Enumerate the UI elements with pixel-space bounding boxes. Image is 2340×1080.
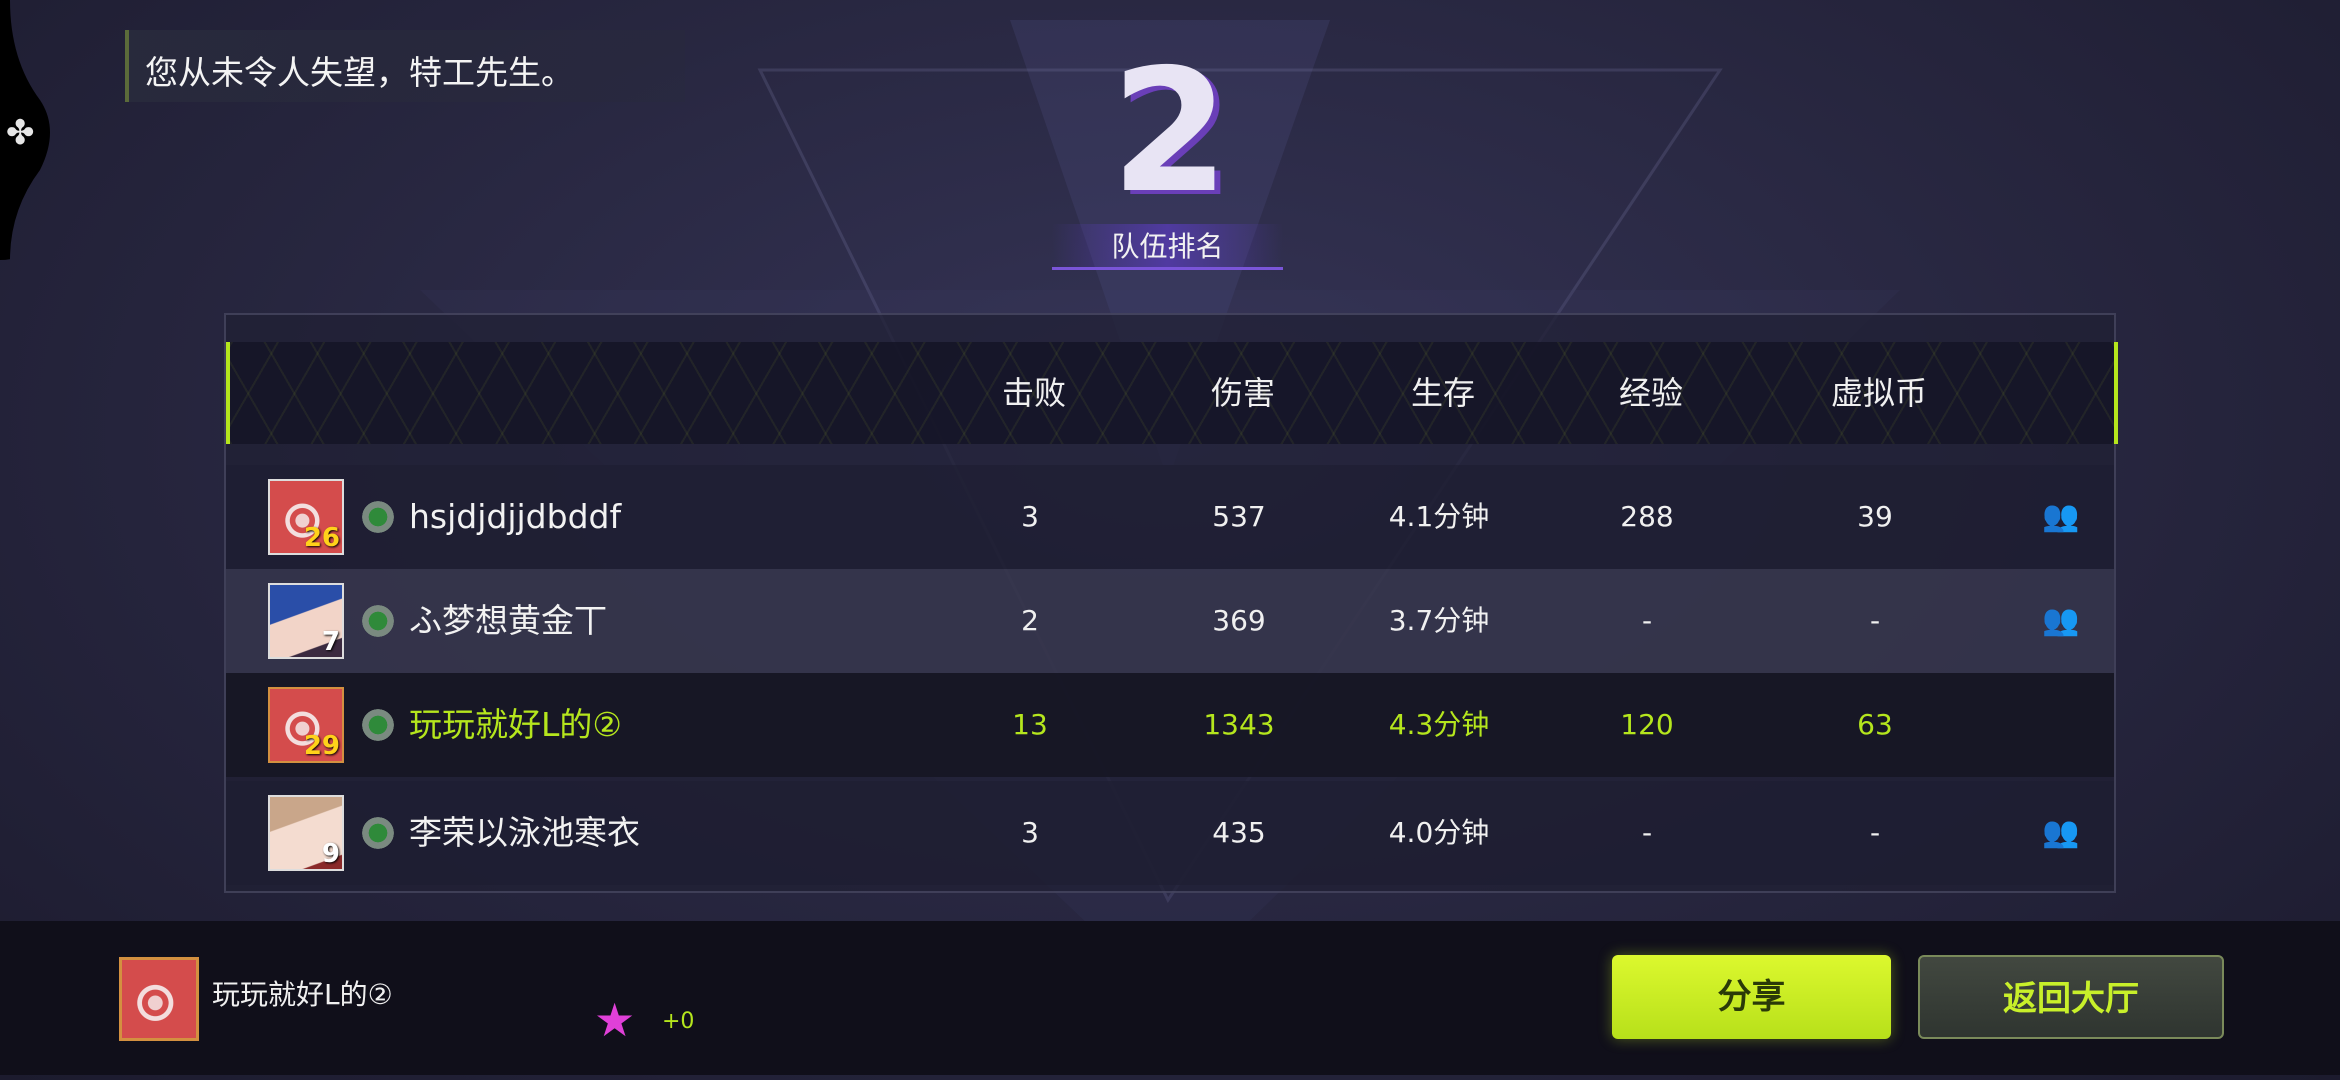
col-kills: 击败: [1001, 374, 1066, 412]
cell-kills: 13: [1012, 708, 1048, 741]
scoreboard-panel: 击败 伤害 生存 经验 虚拟币 26 hsjdjdjjdbddf 3 537 4.1分…: [224, 313, 2118, 893]
cell-survival: 4.1分钟: [1388, 500, 1490, 533]
team-rank-label: 队伍排名: [1052, 224, 1283, 270]
table-row: 26 hsjdjdjjdbddf 3 537 4.1分钟 288 39 👥: [226, 465, 2114, 569]
table-header: 击败 伤害 生存 经验 虚拟币: [226, 342, 2118, 444]
rank-badge-icon: [360, 602, 396, 640]
player-name: 李荣以泳池寒衣: [409, 813, 640, 852]
cell-damage: 1343: [1203, 708, 1275, 741]
col-survival: 生存: [1410, 374, 1475, 412]
col-damage: 伤害: [1210, 374, 1275, 412]
player-level: 26: [303, 523, 340, 553]
cell-coins: -: [1869, 816, 1881, 849]
cell-coins: -: [1869, 604, 1881, 637]
table-row: 7 ふ梦想黄金丅 2 369 3.7分钟 - - 👥: [226, 569, 2114, 673]
cell-damage: 537: [1212, 500, 1266, 533]
rank-badge-icon: [360, 814, 396, 852]
cell-coins: 63: [1857, 708, 1893, 741]
player-name: hsjdjdjjdbddf: [409, 497, 622, 536]
cell-survival: 4.3分钟: [1388, 708, 1490, 741]
cell-exp: -: [1641, 816, 1653, 849]
cell-exp: 288: [1620, 500, 1674, 533]
add-friend-icon[interactable]: 👥: [2042, 603, 2080, 638]
player-avatar[interactable]: 29: [268, 687, 344, 763]
player-avatar[interactable]: 7: [268, 583, 344, 659]
cell-damage: 435: [1212, 816, 1266, 849]
player-name: 玩玩就好L的②: [212, 978, 393, 1011]
bottom-bar: 玩玩就好L的② ★ +0 分享 返回大厅: [0, 921, 2340, 1075]
player-avatar: [119, 957, 199, 1041]
return-lobby-button[interactable]: 返回大厅: [1918, 955, 2224, 1039]
player-level: 9: [321, 839, 340, 869]
share-button[interactable]: 分享: [1612, 955, 1891, 1039]
message-banner: 您从未令人失望，特工先生。: [125, 30, 685, 102]
star-delta: +0: [662, 1009, 695, 1034]
cell-survival: 4.0分钟: [1388, 816, 1490, 849]
cell-damage: 369: [1212, 604, 1266, 637]
puzzle-icon[interactable]: ✤: [6, 113, 35, 153]
banner-text: 您从未令人失望，特工先生。: [145, 53, 574, 92]
rank-badge-icon: [360, 706, 396, 744]
cell-kills: 2: [1021, 604, 1039, 637]
cell-kills: 3: [1021, 500, 1039, 533]
add-friend-icon[interactable]: 👥: [2042, 499, 2080, 534]
player-avatar[interactable]: 26: [268, 479, 344, 555]
cell-exp: -: [1641, 604, 1653, 637]
rank-badge-icon: [360, 498, 396, 536]
player-name: 玩玩就好L的②: [409, 705, 622, 744]
add-friend-icon[interactable]: 👥: [2042, 815, 2080, 850]
cell-exp: 120: [1620, 708, 1674, 741]
cell-survival: 3.7分钟: [1388, 604, 1490, 637]
col-coins: 虚拟币: [1830, 374, 1927, 412]
player-level: 7: [321, 627, 340, 657]
col-exp: 经验: [1618, 374, 1683, 412]
star-icon: ★: [594, 993, 636, 1047]
cell-coins: 39: [1857, 500, 1893, 533]
table-row-self: 29 玩玩就好L的② 13 1343 4.3分钟 120 63: [226, 673, 2114, 777]
player-level: 29: [303, 731, 340, 761]
player-avatar[interactable]: 9: [268, 795, 344, 871]
player-name: ふ梦想黄金丅: [409, 601, 607, 640]
cell-kills: 3: [1021, 816, 1039, 849]
table-row: 9 李荣以泳池寒衣 3 435 4.0分钟 - - 👥: [226, 781, 2114, 885]
team-rank-number: 2: [1110, 33, 1230, 231]
